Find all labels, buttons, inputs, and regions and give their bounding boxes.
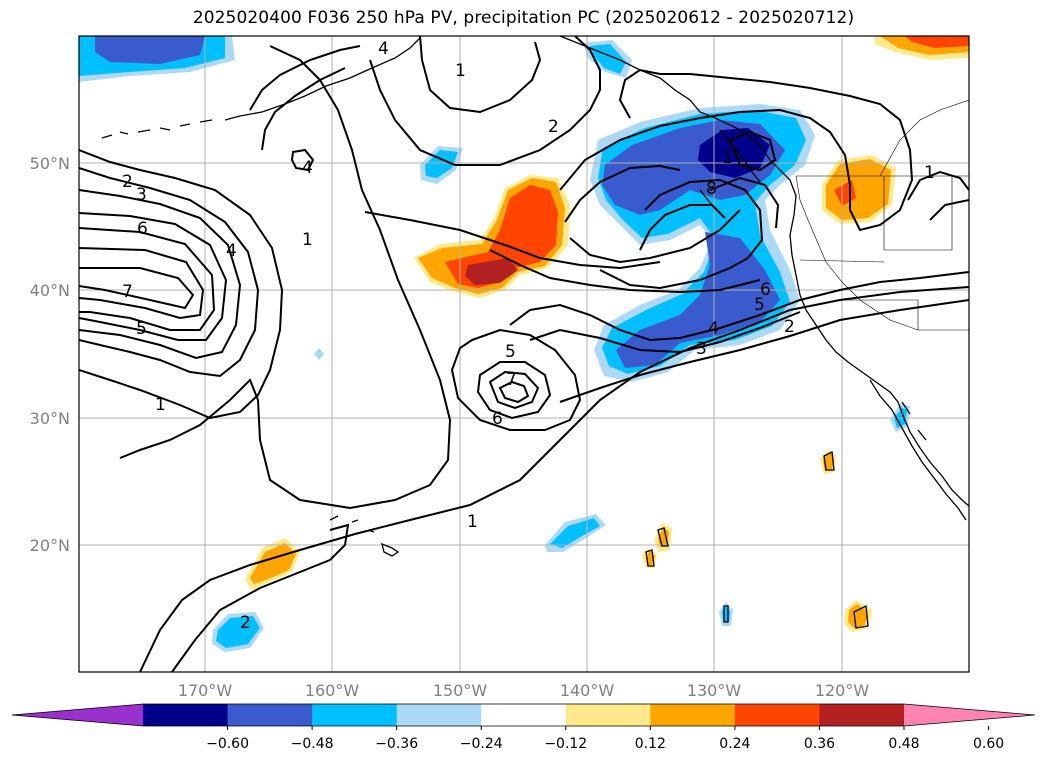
colorbar-tick-label: −0.48	[291, 736, 334, 752]
contour-label: 4	[302, 158, 313, 178]
contour-label: 1	[467, 512, 478, 532]
contour-label: 3	[136, 185, 147, 205]
graticule	[79, 36, 969, 672]
contour-label: 1	[155, 395, 166, 415]
contour-label: 7	[122, 282, 133, 302]
colorbar-segment	[650, 704, 736, 726]
contour-label: 2	[784, 317, 795, 337]
colorbar-tick-label: −0.36	[375, 736, 418, 752]
contour-label: 1	[302, 230, 313, 250]
contour-label: 1	[924, 163, 935, 183]
contour-label: 6	[760, 280, 771, 300]
y-tick-label: 40°N	[30, 281, 70, 300]
x-tick-label: 140°W	[560, 681, 615, 700]
contour-label: 4	[226, 241, 237, 261]
contour-label: 6	[492, 409, 503, 429]
colorbar-extend-high	[904, 704, 1035, 726]
y-tick-label: 50°N	[30, 154, 70, 173]
colorbar-outline	[11, 703, 1036, 727]
colorbar-tick-label: 0.48	[888, 736, 919, 752]
colorbar-tick-label: −0.60	[206, 736, 249, 752]
colorbar-segment	[819, 704, 905, 726]
contour-label: 1	[722, 148, 733, 168]
colorbar-segment	[565, 704, 651, 726]
colorbar-segment	[143, 704, 229, 726]
y-tick-label: 30°N	[30, 409, 70, 428]
y-tick-label: 20°N	[30, 536, 70, 555]
colorbar-segment	[396, 704, 482, 726]
map-frame	[78, 35, 970, 673]
colorbar-tick-label: 0.36	[804, 736, 835, 752]
colorbar: −0.60 −0.48 −0.36 −0.24 −0.12 0.12 0.24 0.36 0.4…	[11, 703, 1036, 752]
contour-label: 4	[378, 39, 389, 59]
contour-label: 7	[506, 370, 517, 390]
colorbar-tick-label: 0.24	[719, 736, 750, 752]
contour-label: 2	[548, 117, 559, 137]
contour-label: 6	[137, 219, 148, 239]
map-title: 2025020400 F036 250 hPa PV, precipitatio…	[192, 8, 855, 28]
political-borders	[795, 99, 969, 331]
colorbar-tick-label: −0.12	[544, 736, 587, 752]
colorbar-segment	[227, 704, 313, 726]
coastlines	[101, 36, 969, 629]
contour-label: 5	[754, 295, 765, 315]
contour-label: 1	[455, 61, 466, 81]
x-tick-label: 120°W	[815, 681, 870, 700]
x-tick-label: 150°W	[433, 681, 488, 700]
x-axis-labels: 170°W 160°W 150°W 140°W 130°W 120°W	[178, 681, 870, 700]
contour-label: 5	[505, 342, 516, 362]
contour-labels: 4 1 2 4 2 3 6 4 7 5 1 1 5 7 6 1 2 1 8 6 …	[122, 39, 935, 633]
colorbar-extend-low	[12, 704, 143, 726]
contour-label: 2	[240, 613, 251, 633]
x-tick-label: 130°W	[687, 681, 742, 700]
pv-contours	[79, 36, 969, 672]
contour-label: 8	[706, 179, 717, 199]
precipitation-shading	[79, 36, 969, 652]
contour-label: 4	[708, 319, 719, 339]
colorbar-segment	[734, 704, 820, 726]
colorbar-tick-label: 0.12	[635, 736, 666, 752]
map-background	[79, 36, 969, 672]
colorbar-tick-label: 0.60	[973, 736, 1004, 752]
y-axis-labels: 50°N 40°N 30°N 20°N	[30, 154, 70, 555]
colorbar-segment	[481, 704, 567, 726]
x-tick-label: 170°W	[178, 681, 233, 700]
contour-label: 2	[122, 172, 133, 192]
colorbar-tick-label: −0.24	[460, 736, 503, 752]
contour-label: 3	[696, 339, 707, 359]
colorbar-segment	[312, 704, 398, 726]
contour-label: 5	[136, 319, 147, 339]
x-tick-label: 160°W	[305, 681, 360, 700]
